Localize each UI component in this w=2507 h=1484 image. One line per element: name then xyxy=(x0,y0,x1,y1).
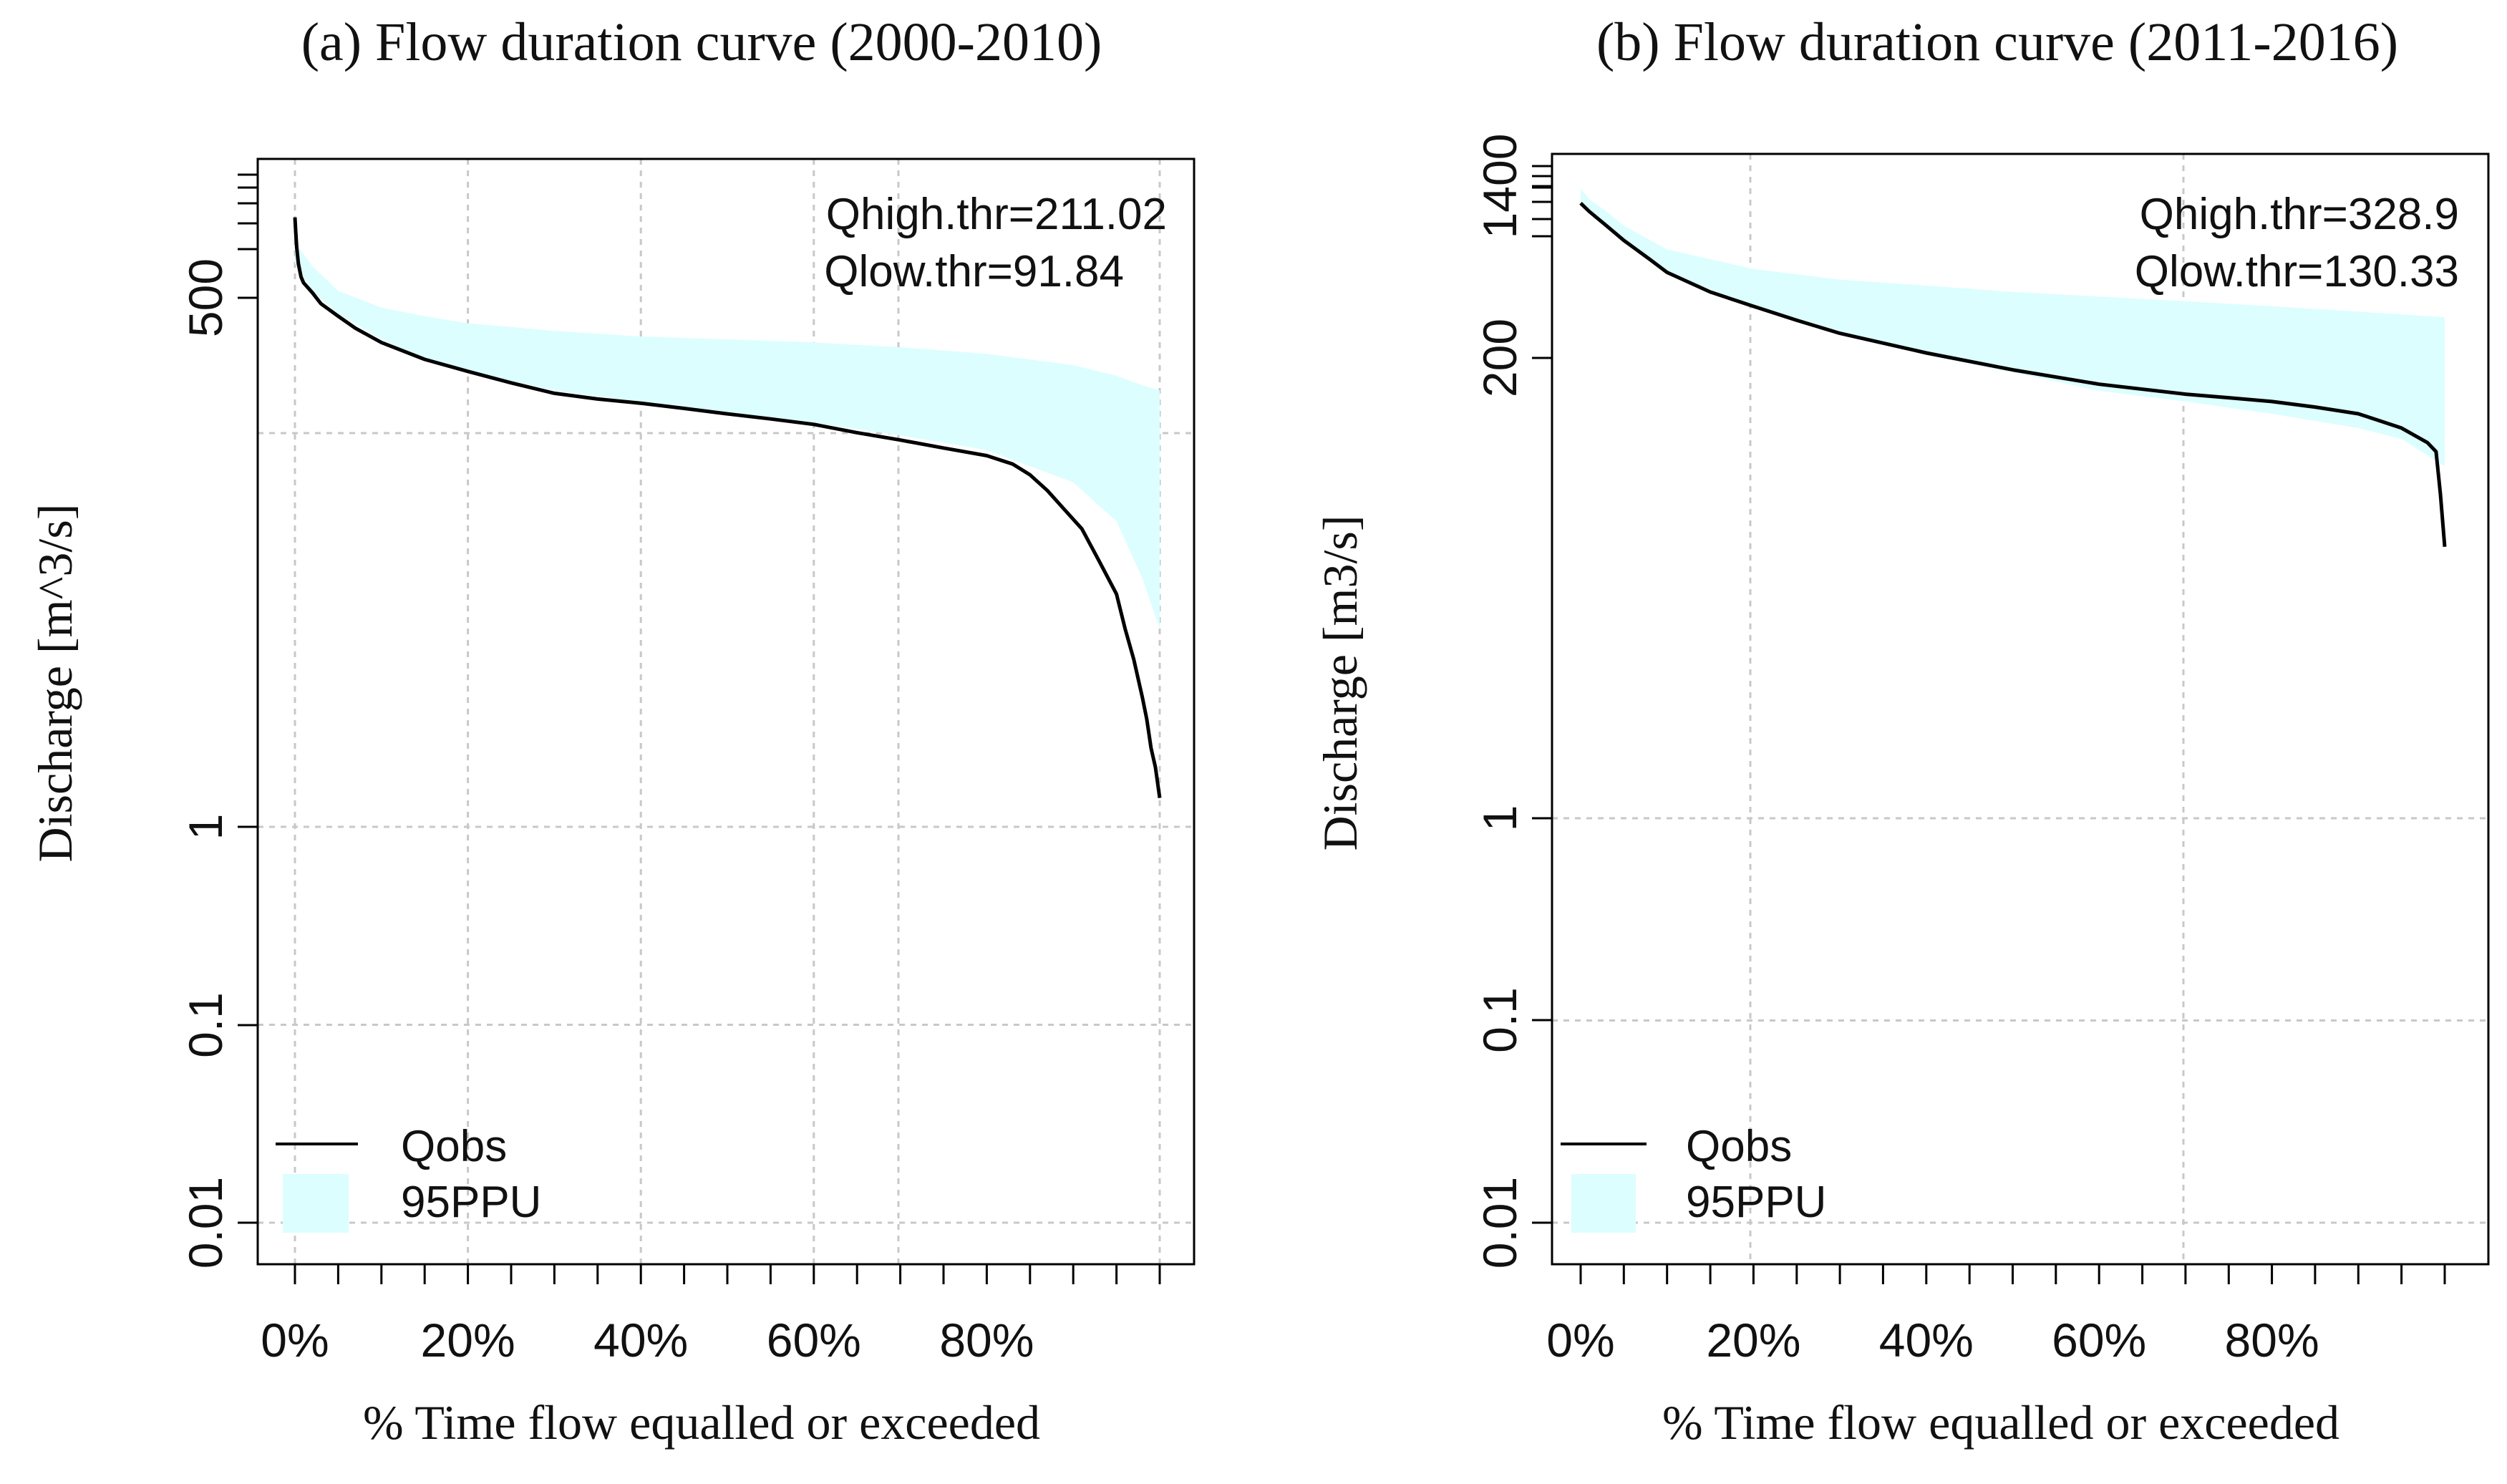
panel-a-y-axis-label: Discharge [m^3/s] xyxy=(28,504,82,863)
panel-a-y-ticks: 0.01 0.1 1 500 xyxy=(179,173,258,1269)
panel-a-legend-ppu-label: 95PPU xyxy=(401,1178,541,1227)
panel-b-title: (b) Flow duration curve (2011-2016) xyxy=(1596,12,2398,72)
panel-b-legend-qobs-label: Qobs xyxy=(1686,1122,1792,1171)
qobs-line xyxy=(293,217,1162,798)
y-tick-label: 1 xyxy=(179,814,232,840)
qobs-line xyxy=(1579,202,2447,548)
y-tick-label: 200 xyxy=(1473,319,1526,397)
panel-a-plot-frame xyxy=(256,157,1196,1266)
panel-b-plot-frame xyxy=(1551,152,2490,1266)
y-tick-label: 500 xyxy=(179,258,232,337)
y-tick-label: 0.1 xyxy=(1473,987,1526,1053)
panel-b-x-axis-label: % Time flow equalled or exceeded xyxy=(1662,1395,2339,1450)
x-tick-label: 40% xyxy=(593,1314,688,1367)
panel-b-legend-ppu-label: 95PPU xyxy=(1686,1178,1826,1227)
panel-a-legend-ppu-swatch xyxy=(283,1174,349,1233)
panel-b-qlow-annotation: Qlow.thr=130.33 xyxy=(2135,247,2459,296)
panel-a-qobs-line-layer xyxy=(293,217,1162,798)
panel-a-x-axis-label: % Time flow equalled or exceeded xyxy=(363,1395,1040,1450)
panel-a-title: (a) Flow duration curve (2000-2010) xyxy=(301,12,1102,72)
y-tick-label: 1400 xyxy=(1473,134,1526,239)
panel-a: (a) Flow duration curve (2000-2010) 0% 20… xyxy=(28,12,1196,1450)
panel-b-legend-ppu-swatch xyxy=(1571,1174,1636,1233)
panel-b-x-ticks: 0% 20% 40% 60% 80% xyxy=(1546,1264,2446,1367)
x-tick-label: 0% xyxy=(261,1314,329,1367)
x-tick-label: 60% xyxy=(2052,1314,2146,1367)
panel-b: (b) Flow duration curve (2011-2016) 0% 20… xyxy=(1313,12,2490,1450)
panel-b-legend: Qobs 95PPU xyxy=(1561,1122,1826,1233)
x-tick-label: 80% xyxy=(939,1314,1034,1367)
x-tick-label: 20% xyxy=(1706,1314,1800,1367)
x-tick-label: 20% xyxy=(421,1314,515,1367)
x-tick-label: 60% xyxy=(767,1314,861,1367)
panel-b-qobs-line-layer xyxy=(1579,202,2447,548)
ppu-band-area xyxy=(295,242,1160,629)
panel-a-x-ticks: 0% 20% 40% 60% 80% xyxy=(261,1264,1161,1367)
panel-a-legend: Qobs 95PPU xyxy=(276,1122,541,1233)
x-tick-label: 0% xyxy=(1546,1314,1614,1367)
panel-b-qhigh-annotation: Qhigh.thr=328.9 xyxy=(2140,190,2459,239)
y-tick-label: 0.01 xyxy=(179,1177,232,1269)
x-tick-label: 40% xyxy=(1879,1314,1974,1367)
y-tick-label: 0.01 xyxy=(1473,1177,1526,1269)
x-tick-label: 80% xyxy=(2225,1314,2319,1367)
panel-a-ppu-band-layer xyxy=(295,242,1160,629)
y-tick-label: 0.1 xyxy=(179,992,232,1058)
y-tick-label: 1 xyxy=(1473,805,1526,832)
panel-b-y-axis-label: Discharge [m3/s] xyxy=(1313,515,1367,851)
panel-a-qlow-annotation: Qlow.thr=91.84 xyxy=(824,247,1124,296)
panel-b-y-ticks: 0.01 0.1 1 200 1400 xyxy=(1473,134,1552,1269)
panel-a-qhigh-annotation: Qhigh.thr=211.02 xyxy=(826,190,1167,239)
panel-a-legend-qobs-label: Qobs xyxy=(401,1122,507,1171)
